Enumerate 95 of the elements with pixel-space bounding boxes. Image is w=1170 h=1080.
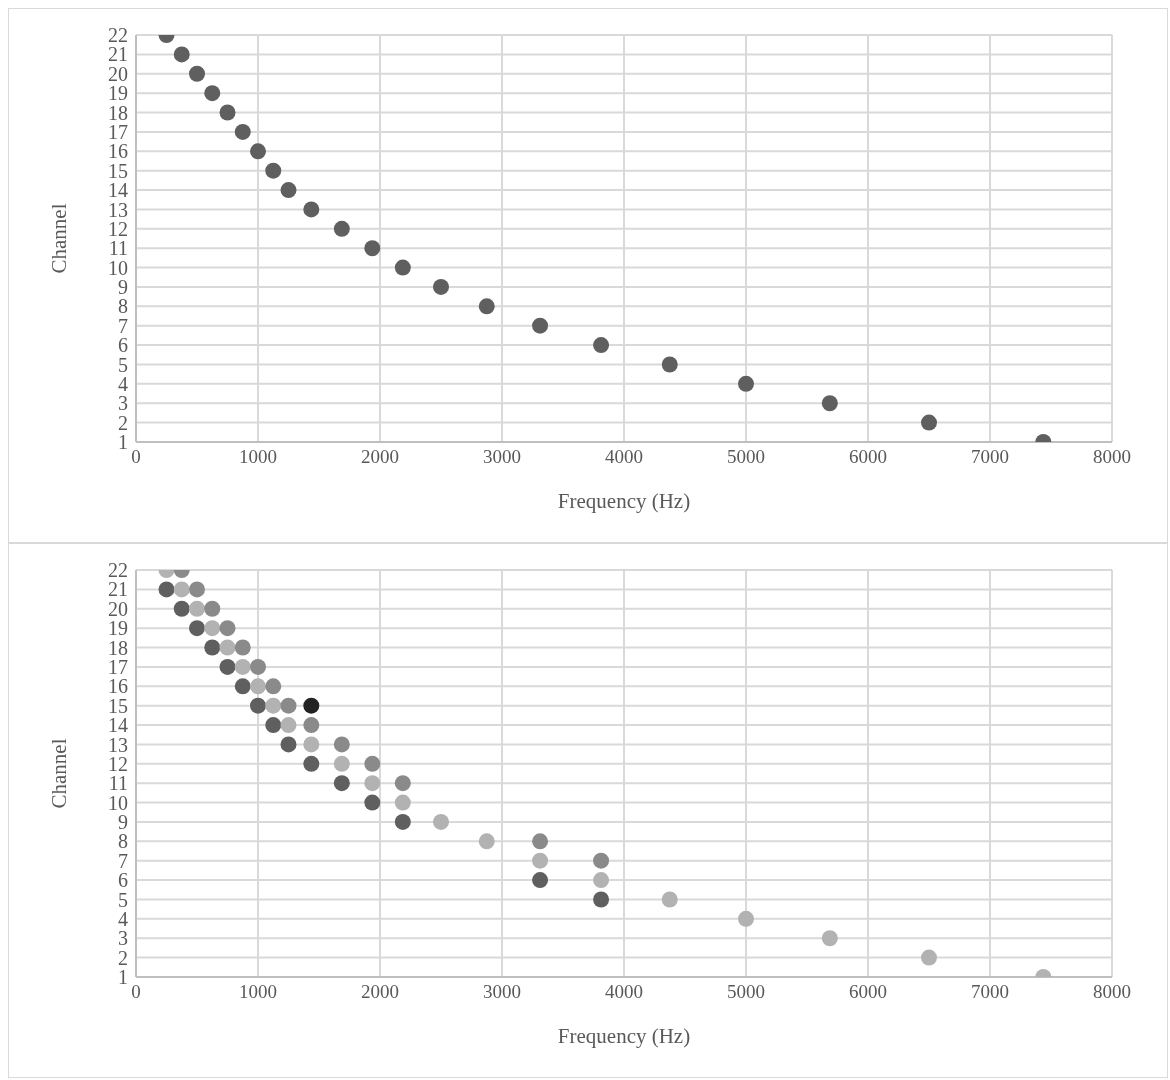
point: [189, 620, 205, 637]
point: [333, 736, 350, 753]
point: [738, 375, 754, 392]
point: [219, 639, 236, 656]
x-axis-title: Frequency (Hz): [557, 489, 691, 513]
x-tick-label: 3000: [483, 981, 521, 1003]
x-tick-label: 4000: [605, 446, 643, 468]
point: [189, 65, 205, 82]
point: [265, 678, 282, 695]
x-tick-label: 8000: [1093, 446, 1131, 468]
point: [364, 755, 381, 772]
point: [219, 104, 236, 121]
x-tick-label: 1000: [239, 446, 277, 468]
point: [661, 356, 678, 373]
point: [303, 717, 320, 734]
point: [173, 46, 190, 63]
point: [593, 872, 610, 889]
point: [250, 697, 266, 714]
point: [394, 794, 411, 811]
x-tick-label: 7000: [971, 446, 1009, 468]
point: [394, 775, 411, 792]
point: [303, 736, 320, 753]
point: [265, 162, 282, 179]
point: [219, 658, 236, 675]
point: [250, 658, 266, 675]
point: [821, 930, 838, 947]
x-tick-label: 6000: [849, 446, 887, 468]
point: [593, 852, 610, 869]
point: [821, 395, 838, 412]
point: [532, 872, 549, 889]
point: [158, 581, 175, 598]
point: [280, 717, 297, 734]
y-axis-title: Channel: [47, 738, 72, 809]
point: [280, 736, 297, 753]
x-tick-label: 8000: [1093, 981, 1131, 1003]
point: [593, 337, 610, 354]
point: [265, 697, 282, 714]
point: [189, 581, 205, 598]
point: [189, 600, 205, 617]
point: [333, 775, 350, 792]
point: [234, 639, 251, 656]
point: [280, 182, 297, 199]
point: [364, 794, 381, 811]
x-tick-label: 1000: [239, 981, 277, 1003]
point: [433, 278, 449, 295]
point: [173, 581, 190, 598]
x-tick-label: 5000: [727, 981, 765, 1003]
point: [173, 600, 190, 617]
point: [204, 639, 221, 656]
point: [234, 658, 251, 675]
x-tick-label: 6000: [849, 981, 887, 1003]
x-tick-label: 2000: [361, 981, 399, 1003]
point: [303, 201, 320, 218]
point: [250, 143, 266, 160]
point: [204, 85, 221, 102]
point: [478, 833, 495, 850]
point: [250, 678, 266, 695]
x-tick-label: 0: [131, 446, 141, 468]
point: [532, 852, 549, 869]
point: [433, 813, 449, 830]
point: [593, 891, 610, 908]
x-tick-label: 3000: [483, 446, 521, 468]
point: [219, 620, 236, 637]
point: [921, 414, 937, 431]
point: [364, 240, 381, 257]
point: [204, 600, 221, 617]
x-tick-label: 7000: [971, 981, 1009, 1003]
point: [204, 620, 221, 637]
x-tick-label: 5000: [727, 446, 765, 468]
y-axis-title: Channel: [47, 203, 72, 274]
point: [532, 833, 549, 850]
x-axis-title: Frequency (Hz): [557, 1024, 691, 1048]
point: [532, 317, 549, 334]
x-tick-label: 0: [131, 981, 141, 1003]
point: [333, 755, 350, 772]
point: [661, 891, 678, 908]
point: [478, 298, 495, 315]
point: [921, 949, 937, 966]
point: [738, 910, 754, 927]
x-tick-label: 4000: [605, 981, 643, 1003]
point: [394, 813, 411, 830]
point: [394, 259, 411, 276]
point: [234, 678, 251, 695]
x-tick-label: 2000: [361, 446, 399, 468]
point: [364, 775, 381, 792]
y-tick-label: 1: [118, 431, 128, 454]
point: [303, 755, 320, 772]
point: [280, 697, 297, 714]
point: [234, 123, 251, 140]
y-tick-label: 17: [108, 121, 128, 143]
point: [303, 697, 320, 714]
point: [333, 220, 350, 237]
y-tick-label: 1: [118, 966, 128, 989]
y-tick-label: 17: [108, 656, 128, 678]
point: [265, 717, 282, 734]
